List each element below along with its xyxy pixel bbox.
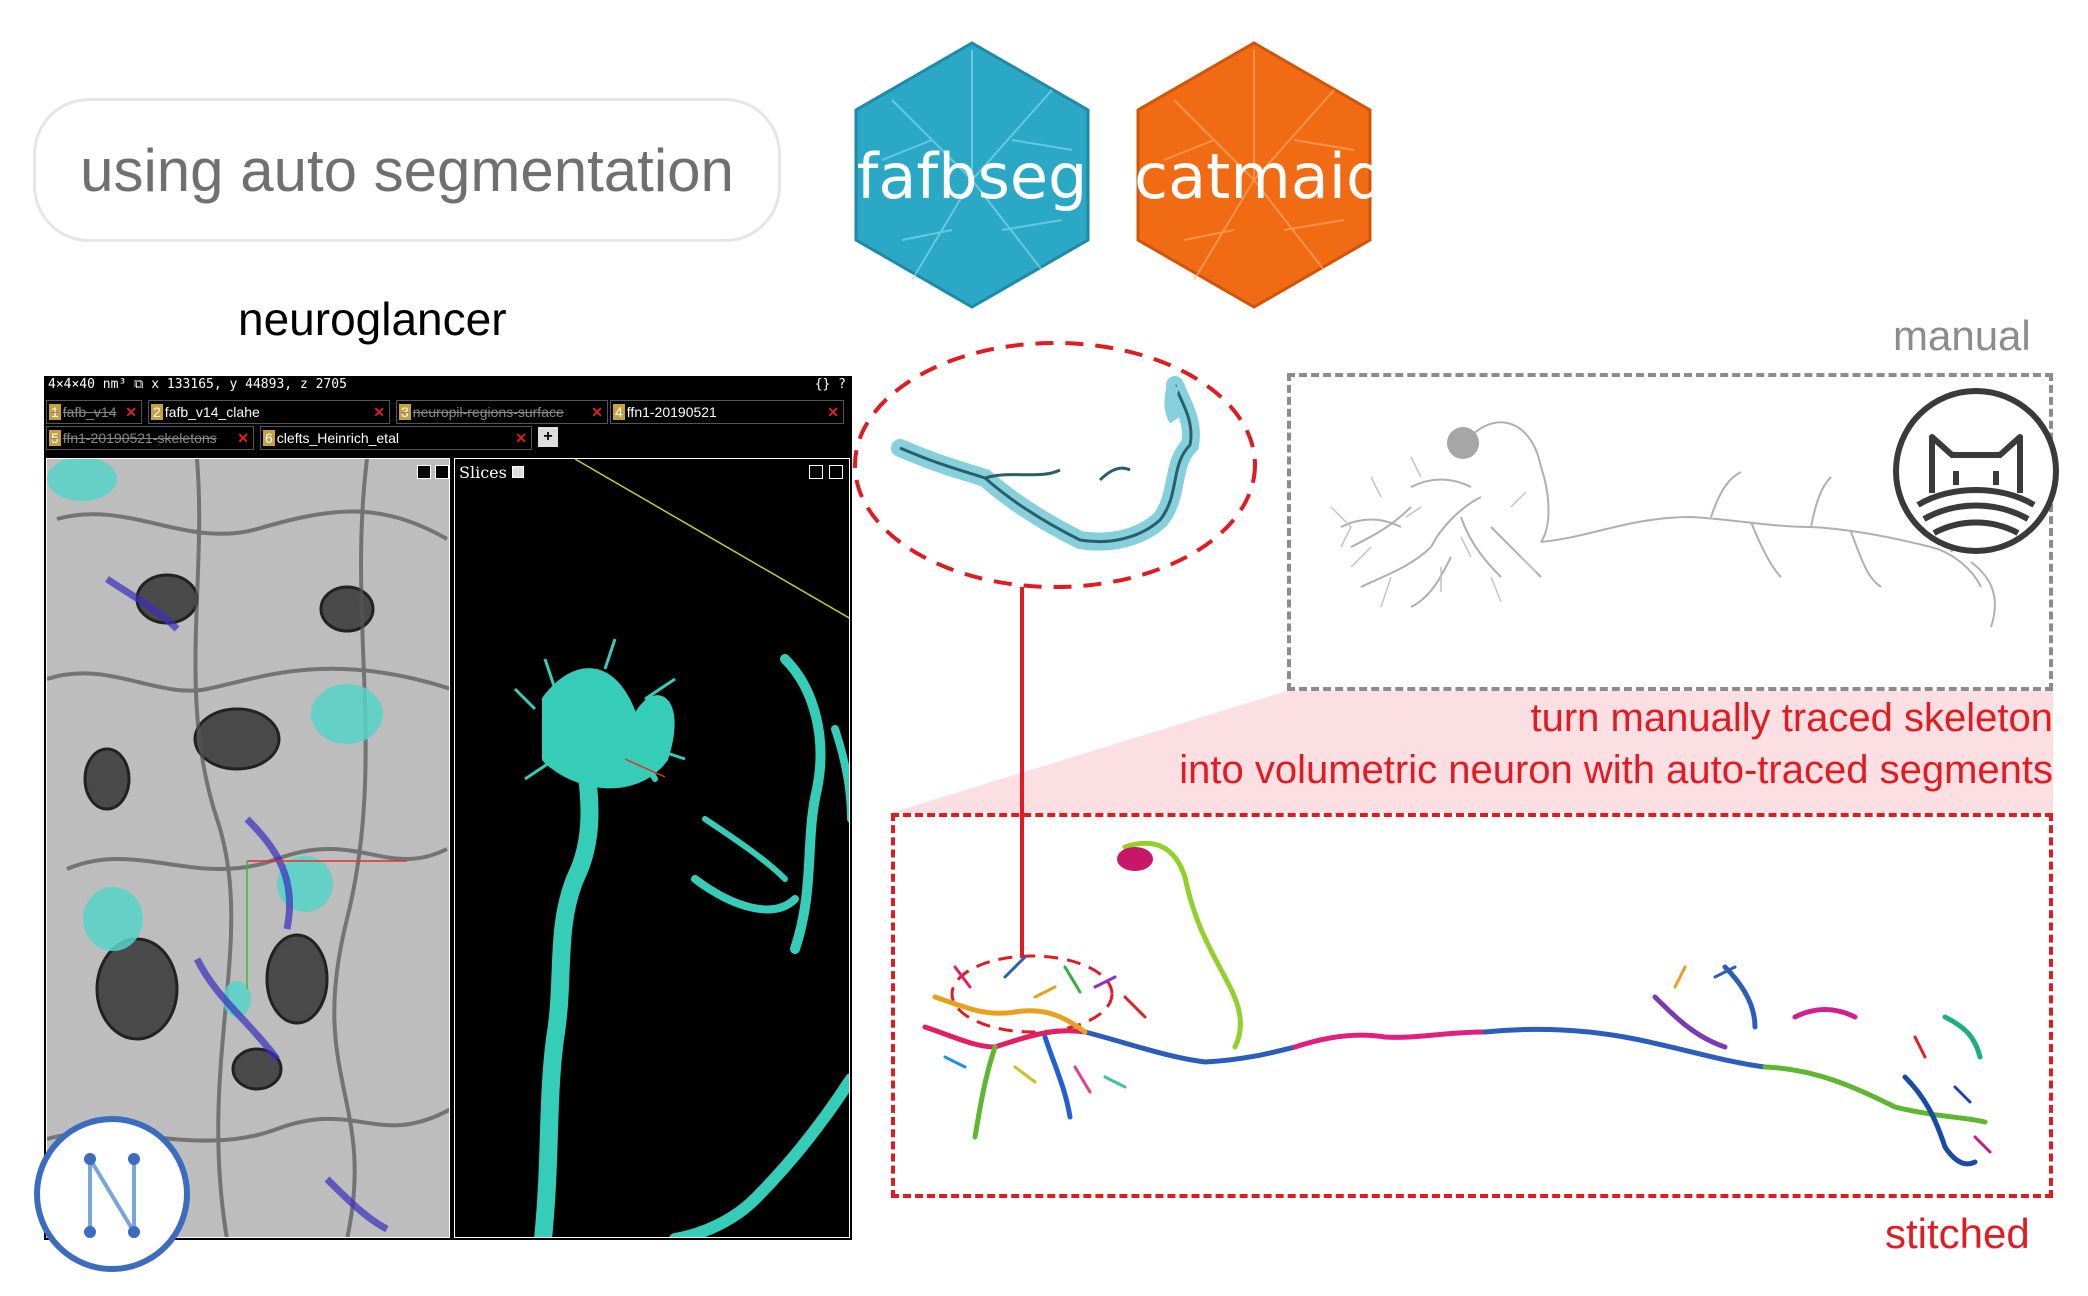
neuroglancer-screenshot: 4×4×40 nm³ ⧉ x 133165, y 44893, z 2705 {… bbox=[44, 376, 852, 1240]
neuroglancer-topbar: 4×4×40 nm³ ⧉ x 133165, y 44893, z 2705 {… bbox=[44, 376, 852, 394]
help-icons[interactable]: {} ? bbox=[814, 377, 846, 392]
layout-button[interactable] bbox=[417, 465, 431, 479]
stitched-neuron-box bbox=[891, 813, 2053, 1198]
stitched-neuron bbox=[922, 840, 1992, 1167]
manual-skeleton-box bbox=[1287, 373, 2053, 691]
layer-tab-6[interactable]: 6 clefts_Heinrich_etal ✕ bbox=[260, 426, 532, 450]
coordinate-readout: 4×4×40 nm³ ⧉ x 133165, y 44893, z 2705 bbox=[48, 377, 347, 392]
layer-tab-3[interactable]: 3 neuropil-regions-surface ✕ bbox=[396, 400, 608, 424]
em-slice-panel[interactable] bbox=[46, 458, 450, 1238]
copy-icon[interactable]: ⧉ bbox=[134, 377, 144, 392]
neuroglancer-title: neuroglancer bbox=[238, 293, 507, 345]
slices-label: Slices bbox=[459, 463, 507, 482]
page-title: using auto segmentation bbox=[80, 136, 734, 204]
neuron-mesh-3d bbox=[513, 459, 849, 1237]
close-icon[interactable]: ✕ bbox=[515, 430, 527, 446]
close-icon[interactable]: ✕ bbox=[827, 404, 839, 420]
catmaid-hexagon-icon bbox=[1136, 41, 1372, 309]
manual-skeleton bbox=[1330, 421, 2002, 628]
layer-tab-4[interactable]: 4 ffn1-20190521 ✕ bbox=[610, 400, 844, 424]
title-pill: using auto segmentation bbox=[33, 98, 781, 242]
projection-wedge bbox=[891, 691, 2053, 813]
layer-tab-2[interactable]: 2 fafb_v14_clahe ✕ bbox=[148, 400, 390, 424]
caption-line-2: into volumetric neuron with auto-traced … bbox=[1179, 748, 2053, 792]
catmaid-label: catmaid bbox=[1134, 140, 1386, 213]
mesh-3d-panel[interactable]: Slices bbox=[454, 458, 850, 1238]
position-coordinates: x 133165, y 44893, z 2705 bbox=[151, 377, 347, 392]
maximize-button[interactable] bbox=[435, 465, 449, 479]
voxel-size: 4×4×40 nm³ bbox=[48, 377, 127, 392]
stitched-label: stitched bbox=[1885, 1210, 2030, 1257]
caption-line-1: turn manually traced skeleton bbox=[1530, 696, 2054, 740]
layer-tab-5[interactable]: 5 ffn1-20190521-skeletons ✕ bbox=[46, 426, 254, 450]
close-icon[interactable]: ✕ bbox=[373, 404, 385, 420]
zoomed-segment bbox=[891, 376, 1200, 551]
catmaid-cat-icon bbox=[1890, 385, 2062, 557]
manual-label: manual bbox=[1893, 312, 2031, 359]
zoom-source-ellipse bbox=[950, 954, 1114, 1034]
slices-checkbox[interactable] bbox=[511, 466, 524, 478]
close-icon[interactable]: ✕ bbox=[591, 404, 603, 420]
close-icon[interactable]: ✕ bbox=[237, 430, 249, 446]
em-image bbox=[47, 459, 449, 1237]
slices-toggle[interactable]: Slices bbox=[459, 463, 524, 482]
transform-caption: turn manually traced skeleton into volum… bbox=[1179, 692, 2053, 796]
layer-tab-1[interactable]: 1 fafb_v14 ✕ bbox=[46, 400, 142, 424]
fafbseg-hexagon-icon bbox=[854, 41, 1090, 309]
fafbseg-badge: fafbseg bbox=[852, 40, 1092, 310]
close-icon[interactable]: ✕ bbox=[125, 404, 137, 420]
catmaid-badge: catmaid bbox=[1134, 40, 1386, 310]
layout-button[interactable] bbox=[809, 465, 823, 479]
add-layer-button[interactable]: + bbox=[538, 427, 558, 447]
neuroglancer-logo-icon bbox=[32, 1114, 192, 1274]
fafbseg-label: fafbseg bbox=[856, 140, 1088, 213]
maximize-button[interactable] bbox=[829, 465, 843, 479]
zoom-ellipse bbox=[853, 341, 1257, 589]
